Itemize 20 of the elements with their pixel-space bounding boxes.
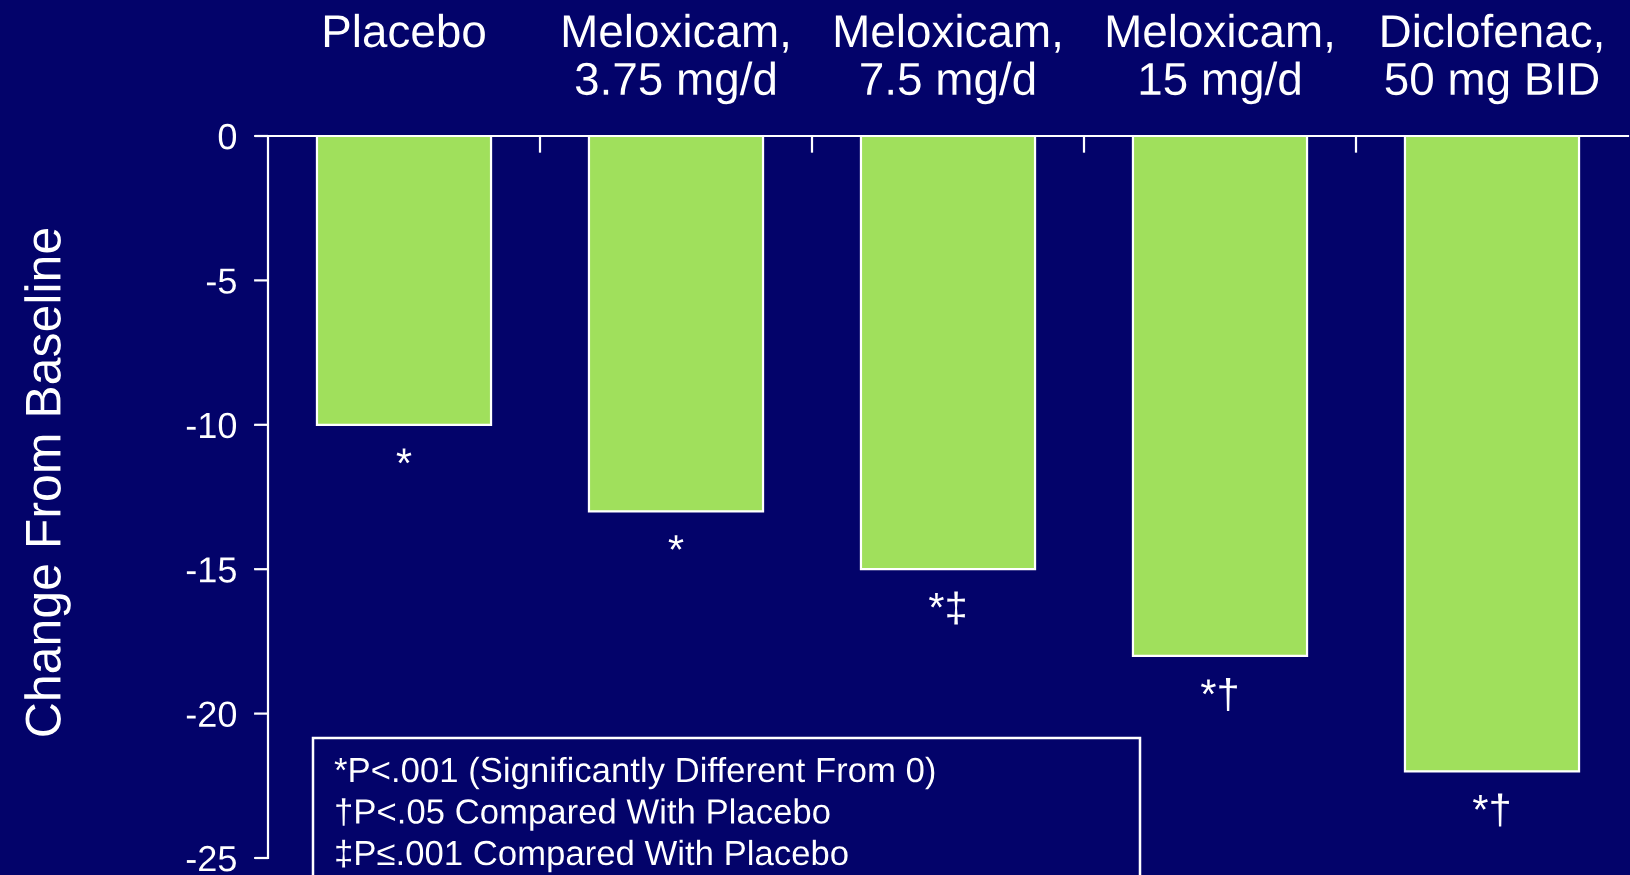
y-tick-label: -25 xyxy=(186,845,236,872)
x-tick-label: Placebo xyxy=(324,13,485,48)
annotation: * xyxy=(668,535,684,550)
annotation: *‡ xyxy=(928,591,965,625)
x-tick-label: Meloxicam, 15 mg/d xyxy=(1107,13,1332,105)
annotation: *† xyxy=(1472,793,1509,827)
annotation: *† xyxy=(1200,678,1237,712)
x-tick-label: Diclofenac, 50 mg BID xyxy=(1382,13,1602,105)
y-tick-label: -5 xyxy=(206,268,236,294)
y-axis-title: Change From Baseline xyxy=(24,229,71,736)
x-tick-label: Meloxicam, 7.5 mg/d xyxy=(835,13,1060,105)
annotation: ‡P≤.001 Compared With Placebo xyxy=(336,839,848,873)
x-tick-label: Meloxicam, 3.75 mg/d xyxy=(563,13,788,105)
annotation: * xyxy=(396,448,412,464)
y-tick-label: 0 xyxy=(218,123,237,150)
annotation: †P<.05 Compared With Placebo xyxy=(336,798,830,831)
y-tick-label: -20 xyxy=(186,701,237,728)
annotation: *P<.001 (Significantly Different From 0) xyxy=(334,756,935,790)
y-tick-label: -15 xyxy=(186,557,236,583)
y-tick-label: -10 xyxy=(186,412,237,439)
